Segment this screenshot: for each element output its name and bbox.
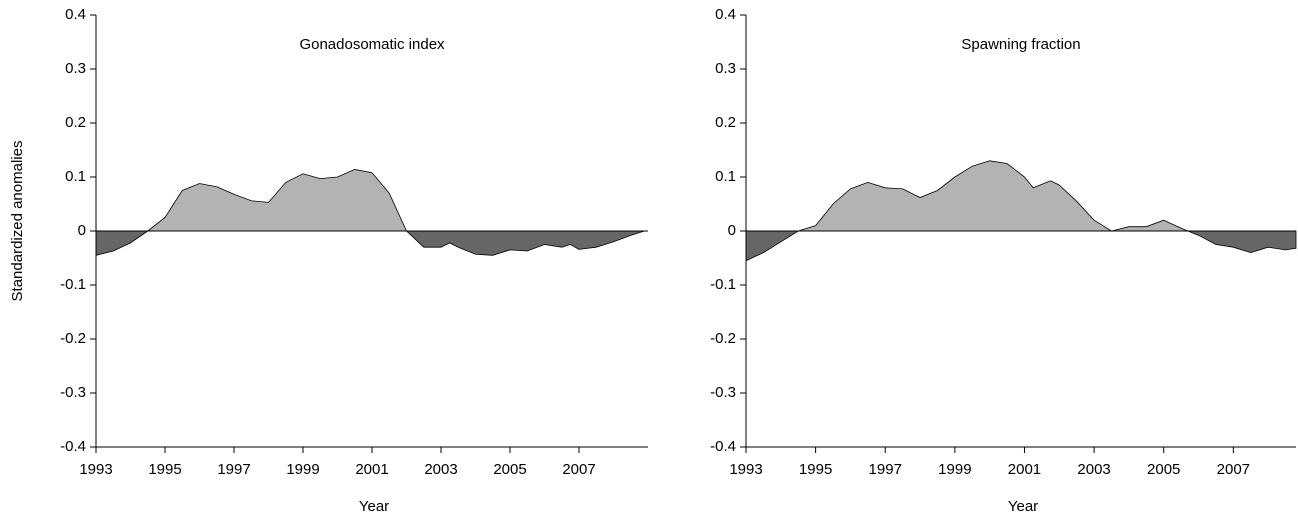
y-axis-title: Standardized anomalies (9, 141, 26, 302)
x-tick-label: 1997 (869, 461, 902, 478)
area (745, 160, 1297, 262)
y-tick-label: -0.4 (60, 438, 86, 455)
x-axis-title: Year (359, 498, 389, 515)
x-tick-label: 1993 (79, 461, 112, 478)
x-tick-label: 2005 (1147, 461, 1180, 478)
x-tick-label: 1997 (217, 461, 250, 478)
y-tick-label: 0.2 (65, 114, 86, 131)
y-tick-label: -0.2 (60, 330, 86, 347)
x-tick-label: 2007 (562, 461, 595, 478)
x-axis-title: Year (1008, 498, 1038, 515)
x-tick-label: 2003 (424, 461, 457, 478)
y-tick-label: -0.3 (60, 384, 86, 401)
x-tick-label: 1993 (729, 461, 762, 478)
chart-title: Spawning fraction (961, 36, 1080, 53)
x-tick-label: 1999 (938, 461, 971, 478)
x-tick-label: 1999 (286, 461, 319, 478)
x-tick-label: 2005 (493, 461, 526, 478)
area (95, 169, 645, 256)
x-tick-label: 2001 (355, 461, 388, 478)
x-tick-label: 2007 (1217, 461, 1250, 478)
y-tick-label: 0.1 (715, 168, 736, 185)
x-tick-label: 2003 (1077, 461, 1110, 478)
chart-title: Gonadosomatic index (299, 36, 445, 53)
x-tick-label: 1995 (799, 461, 832, 478)
y-tick-label: 0.3 (715, 60, 736, 77)
x-tick-label: 2001 (1008, 461, 1041, 478)
y-tick-label: 0.1 (65, 168, 86, 185)
y-tick-label: -0.1 (60, 276, 86, 293)
y-tick-label: -0.3 (710, 384, 736, 401)
y-tick-label: 0.2 (715, 114, 736, 131)
x-tick-label: 1995 (148, 461, 181, 478)
y-tick-label: 0.4 (715, 6, 736, 23)
y-tick-label: -0.1 (710, 276, 736, 293)
y-tick-label: 0 (728, 222, 736, 239)
y-tick-label: -0.4 (710, 438, 736, 455)
y-tick-label: 0.3 (65, 60, 86, 77)
y-tick-label: 0.4 (65, 6, 86, 23)
y-tick-label: -0.2 (710, 330, 736, 347)
y-tick-label: 0 (78, 222, 86, 239)
